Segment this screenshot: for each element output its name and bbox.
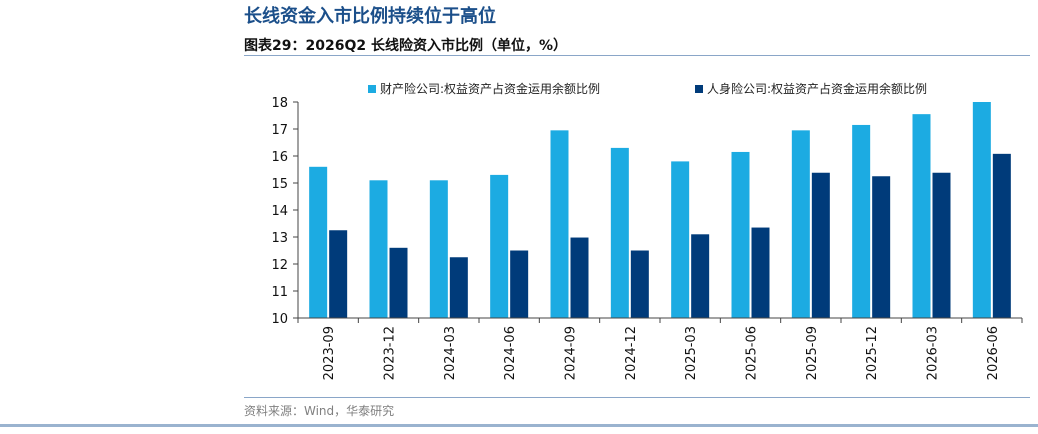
bar-chart: 财产险公司:权益资产占资金运用余额比例 人身险公司:权益资产占资金运用余额比例 … — [271, 81, 1023, 380]
bar-series-1 — [852, 124, 871, 318]
x-tick-label: 2025-06 — [745, 326, 760, 380]
y-tick-label: 17 — [271, 123, 288, 138]
x-tick-label: 2026-06 — [986, 326, 1001, 380]
x-tick-label: 2025-12 — [865, 326, 880, 380]
bar-series-1 — [912, 114, 931, 319]
x-tick-label: 2023-12 — [383, 326, 398, 380]
y-tick-label: 18 — [271, 96, 288, 111]
title-divider — [244, 55, 1030, 56]
bar-series-1 — [791, 130, 810, 318]
y-tick-label: 15 — [271, 177, 288, 192]
bar-series-2 — [811, 172, 830, 318]
legend-swatch-series-2 — [695, 85, 703, 93]
x-tick-label: 2026-03 — [926, 326, 941, 380]
legend-label-series-2: 人身险公司:权益资产占资金运用余额比例 — [707, 81, 927, 96]
bar-series-2 — [630, 250, 649, 318]
x-tick-label: 2024-12 — [624, 326, 639, 380]
y-axis: 10 11 12 13 14 15 16 17 18 — [271, 96, 299, 327]
y-tick-label: 11 — [271, 285, 288, 300]
bar-series-2 — [992, 153, 1011, 318]
bar-series-2 — [932, 172, 951, 318]
bars — [309, 102, 1011, 319]
bar-series-1 — [550, 130, 569, 318]
bar-series-2 — [751, 227, 770, 318]
bar-series-1 — [369, 180, 388, 318]
x-axis: 2023-09 2023-12 2024-03 2024-06 2024-09 2024-… — [297, 317, 1023, 380]
legend: 财产险公司:权益资产占资金运用余额比例 人身险公司:权益资产占资金运用余额比例 — [368, 81, 927, 96]
x-tick-label: 2024-06 — [503, 326, 518, 380]
x-tick-label: 2024-03 — [443, 326, 458, 380]
bar-series-2 — [691, 234, 710, 318]
source-divider — [244, 397, 1030, 398]
bar-series-2 — [389, 247, 408, 318]
bar-series-1 — [972, 102, 991, 318]
page-title: 长线资金入市比例持续位于高位 — [244, 6, 496, 27]
bar-series-1 — [309, 166, 328, 318]
footer-rule — [0, 424, 1038, 427]
y-tick-label: 16 — [271, 150, 288, 165]
y-tick-label: 12 — [271, 258, 288, 273]
bar-series-2 — [872, 176, 891, 318]
bar-series-2 — [329, 230, 348, 318]
bar-series-1 — [731, 151, 750, 318]
bar-series-2 — [570, 237, 589, 318]
x-tick-label: 2023-09 — [322, 326, 337, 380]
source-note: 资料来源：Wind，华泰研究 — [244, 404, 395, 418]
legend-label-series-1: 财产险公司:权益资产占资金运用余额比例 — [380, 81, 600, 96]
figure-title: 图表29：2026Q2 长线险资入市比例（单位，%） — [244, 38, 567, 54]
y-tick-label: 14 — [271, 204, 288, 219]
bar-series-1 — [610, 147, 629, 318]
bar-series-1 — [671, 161, 690, 318]
bar-series-1 — [429, 180, 448, 318]
bar-series-1 — [490, 174, 509, 318]
y-tick-label: 10 — [271, 312, 288, 327]
x-tick-label: 2024-09 — [564, 326, 579, 380]
legend-swatch-series-1 — [368, 85, 376, 93]
x-tick-label: 2025-09 — [805, 326, 820, 380]
bar-series-2 — [449, 257, 468, 318]
x-tick-label: 2025-03 — [684, 326, 699, 380]
bar-series-2 — [510, 250, 529, 318]
y-tick-label: 13 — [271, 231, 288, 246]
